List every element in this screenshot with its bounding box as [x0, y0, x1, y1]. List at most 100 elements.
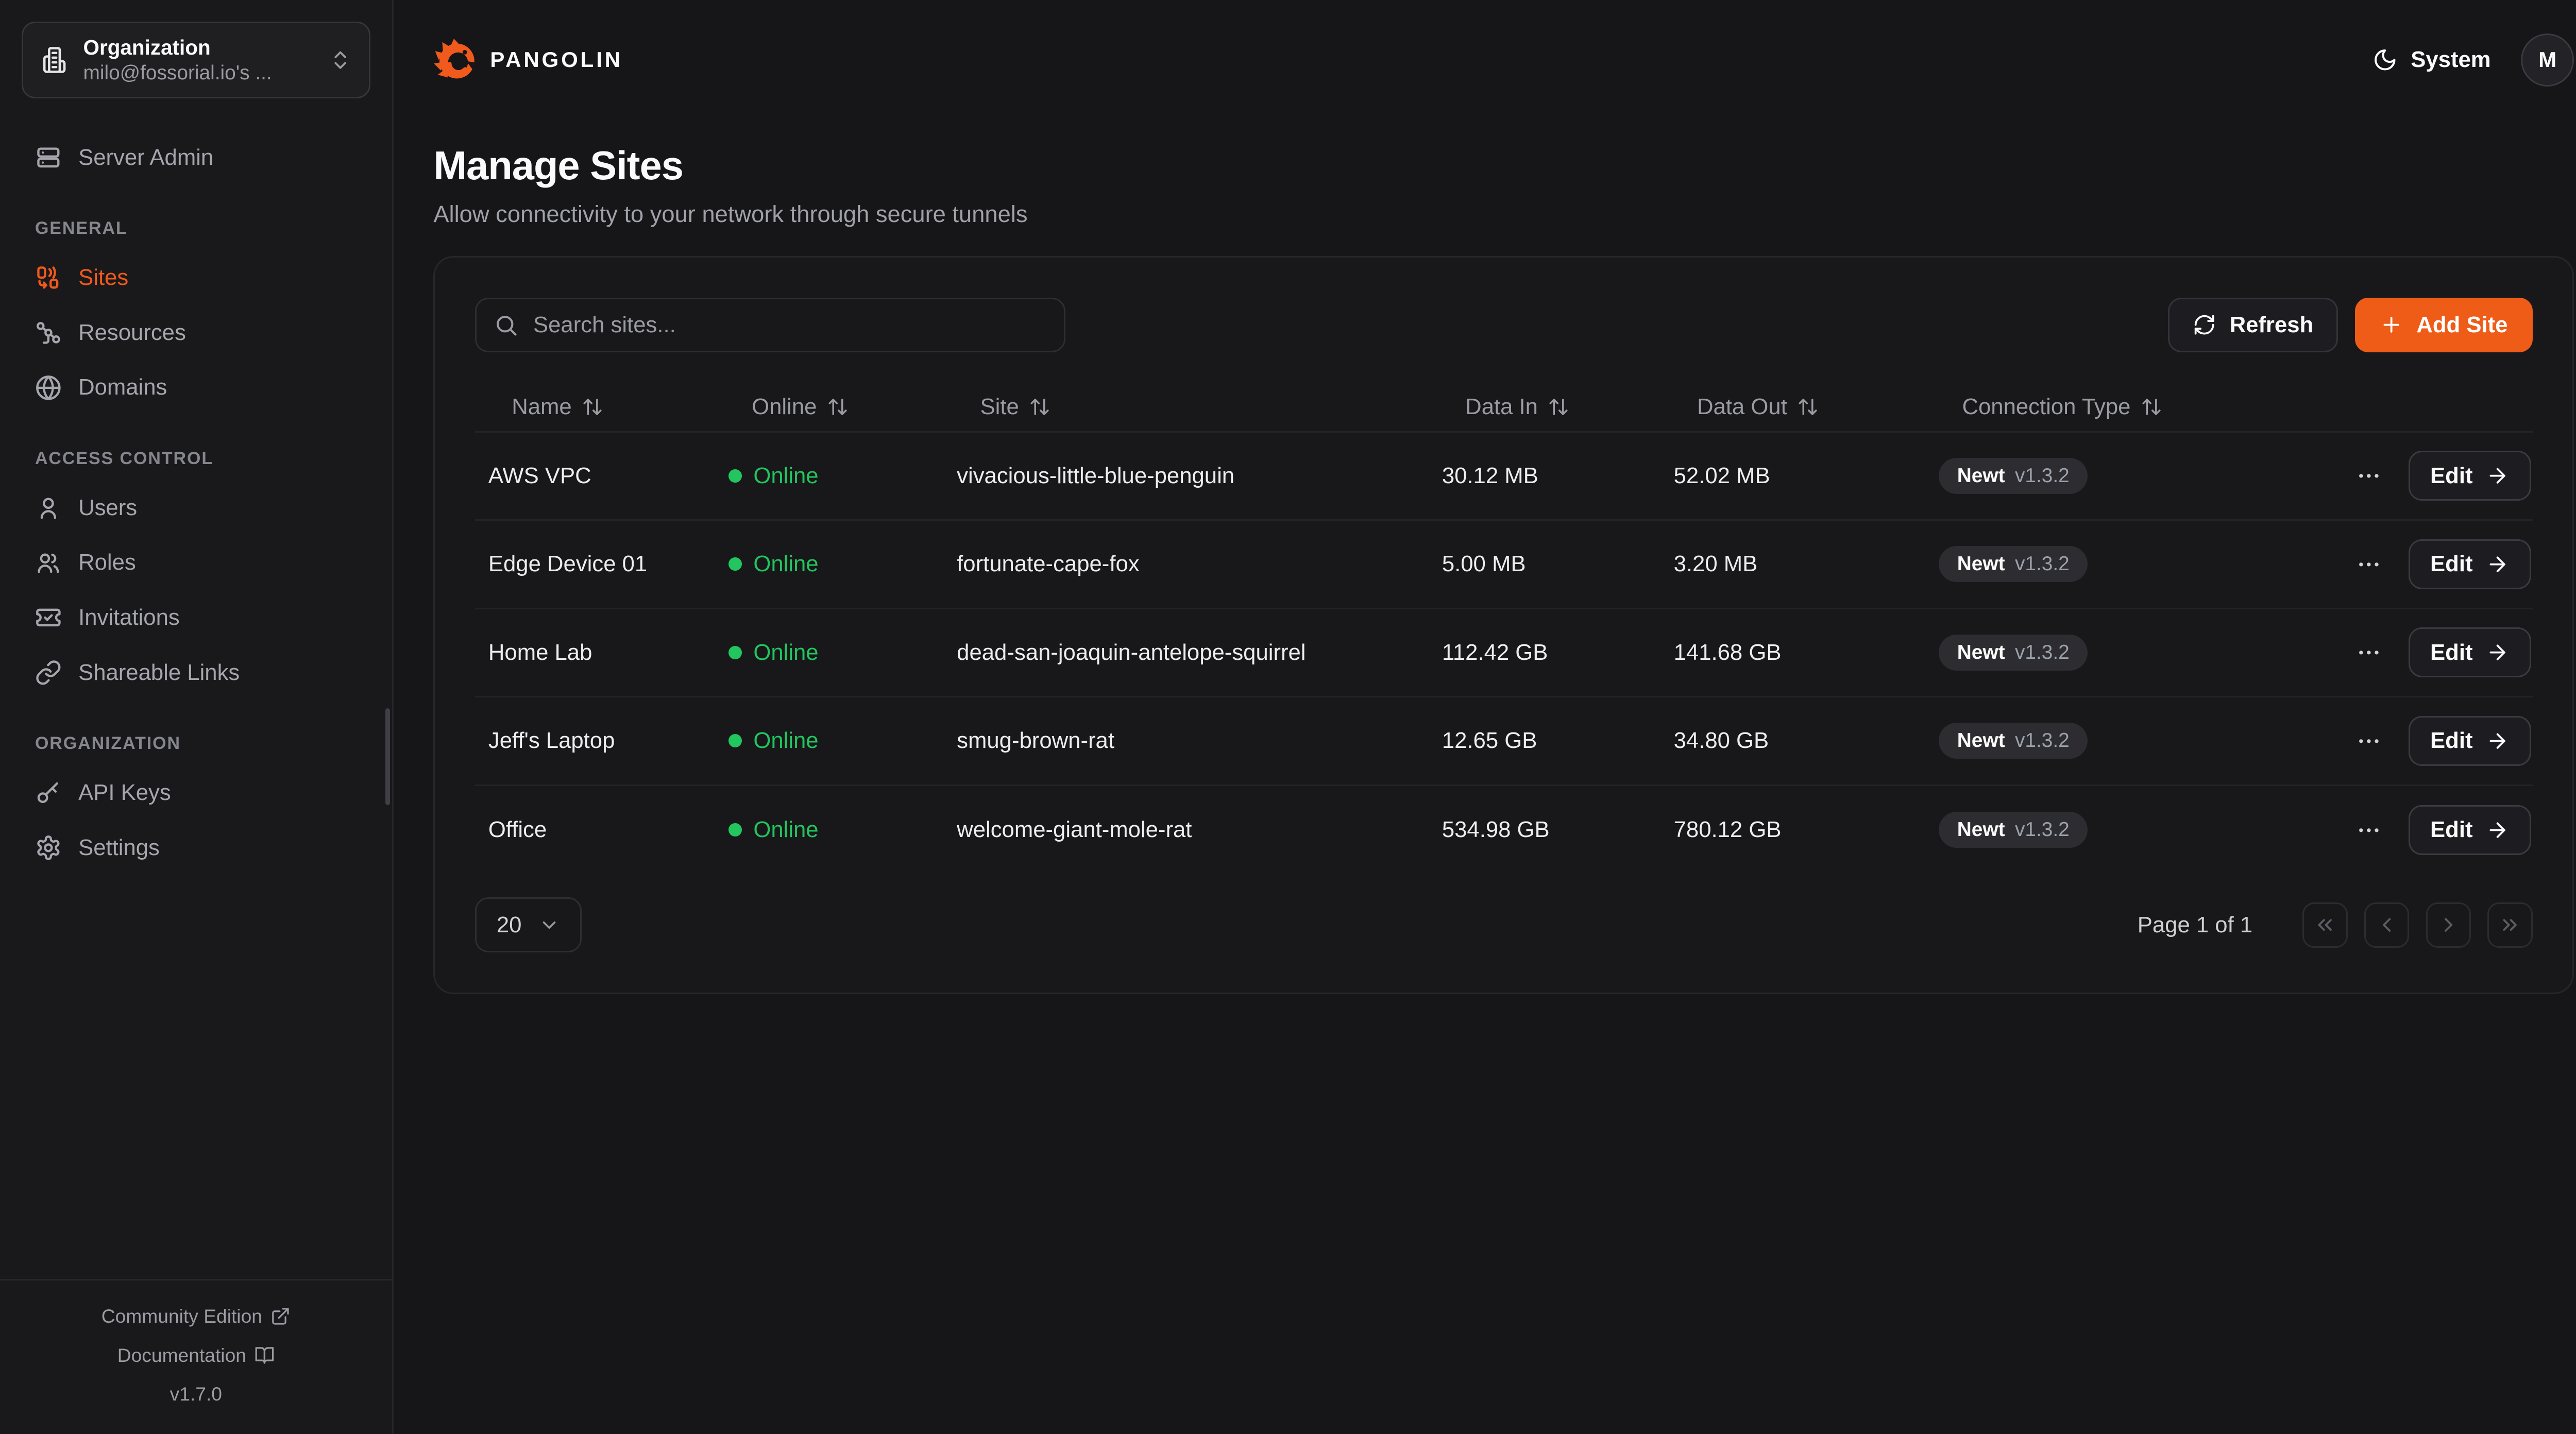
org-switcher-label: Organization — [83, 35, 211, 59]
brand: PANGOLIN — [433, 38, 623, 82]
edit-button[interactable]: Edit — [2409, 451, 2531, 501]
section-title-organization: ORGANIZATION — [35, 733, 181, 754]
edit-button[interactable]: Edit — [2409, 715, 2531, 766]
column-header-name[interactable]: Name — [475, 394, 715, 420]
theme-label: System — [2411, 47, 2491, 73]
sidebar-footer: Community Edition Documentation v1.7.0 — [0, 1278, 392, 1433]
edit-button[interactable]: Edit — [2409, 539, 2531, 589]
site-id-cell: vivacious-little-blue-penguin — [957, 463, 1235, 488]
online-status-cell: Online — [715, 728, 943, 754]
site-name-cell: Home Lab — [488, 639, 592, 665]
more-options-button[interactable] — [2355, 551, 2382, 578]
sidebar-item-sites[interactable]: Sites — [22, 250, 370, 305]
connection-type-badge: Newt v1.3.2 — [1939, 812, 2088, 848]
column-header-data-in[interactable]: Data In — [1429, 394, 1660, 420]
add-site-button[interactable]: Add Site — [2354, 297, 2533, 353]
connection-version: v1.3.2 — [2014, 553, 2070, 575]
search-input[interactable] — [475, 297, 1065, 353]
community-edition-link[interactable]: Community Edition — [0, 1297, 392, 1336]
online-label: Online — [753, 728, 819, 754]
sidebar-item-label: Domains — [78, 374, 167, 400]
sidebar-item-label: Shareable Links — [78, 659, 240, 685]
sidebar-item-settings[interactable]: Settings — [22, 820, 370, 875]
connection-client: Newt — [1957, 553, 2005, 575]
sidebar-scrollbar[interactable] — [385, 708, 391, 805]
table-row: Jeff's Laptop Online smug-brown-rat 12.6… — [475, 697, 2533, 786]
link-icon — [36, 660, 61, 685]
table-header-row: Name Online Site Data In Data Out Connec… — [475, 383, 2533, 433]
last-page-button[interactable] — [2487, 902, 2533, 948]
search-icon — [496, 315, 517, 336]
sidebar-item-resources[interactable]: Resources — [22, 305, 370, 360]
building-icon — [43, 47, 66, 73]
table-footer: 20 Page 1 of 1 — [475, 897, 2533, 953]
book-open-icon — [255, 1346, 274, 1364]
online-label: Online — [753, 639, 819, 665]
sidebar-item-api-keys[interactable]: API Keys — [22, 765, 370, 821]
arrow-right-icon — [2489, 733, 2506, 749]
site-id-cell: dead-san-joaquin-antelope-squirrel — [957, 639, 1306, 665]
connection-client: Newt — [1957, 818, 2005, 841]
sort-icon — [2142, 398, 2161, 415]
connection-version: v1.3.2 — [2014, 464, 2070, 487]
theme-toggle-button[interactable]: System — [2372, 47, 2491, 73]
column-header-site[interactable]: Site — [943, 394, 1429, 420]
next-page-button[interactable] — [2426, 902, 2471, 948]
connection-type-badge: Newt v1.3.2 — [1939, 634, 2088, 671]
site-id-cell: welcome-giant-mole-rat — [957, 817, 1192, 843]
data-out-cell: 3.20 MB — [1673, 551, 1758, 577]
page-size-select[interactable]: 20 — [475, 897, 582, 953]
page-header: Manage Sites Allow connectivity to your … — [394, 120, 2576, 228]
site-name-cell: Edge Device 01 — [488, 551, 648, 577]
sidebar-item-label: Users — [78, 494, 138, 520]
table-row: Office Online welcome-giant-mole-rat 534… — [475, 786, 2533, 875]
documentation-link[interactable]: Documentation — [0, 1336, 392, 1374]
connection-type-badge: Newt v1.3.2 — [1939, 723, 2088, 759]
waypoints-icon — [36, 321, 60, 344]
data-out-cell: 52.02 MB — [1673, 463, 1770, 488]
sidebar-item-shareable-links[interactable]: Shareable Links — [22, 645, 370, 701]
data-out-cell: 141.68 GB — [1673, 639, 1782, 665]
sort-icon — [1030, 398, 1049, 415]
more-options-button[interactable] — [2355, 728, 2382, 755]
online-label: Online — [753, 817, 819, 843]
prev-page-button[interactable] — [2364, 902, 2410, 948]
topbar: PANGOLIN System M — [394, 0, 2576, 120]
edit-button[interactable]: Edit — [2409, 627, 2531, 678]
column-header-connection-type[interactable]: Connection Type — [1925, 394, 2239, 420]
sidebar-item-users[interactable]: Users — [22, 480, 370, 535]
sidebar-item-server-admin[interactable]: Server Admin — [22, 130, 370, 185]
user-avatar[interactable]: M — [2520, 33, 2574, 87]
plus-icon — [2383, 317, 2399, 333]
users-icon — [38, 553, 59, 573]
refresh-icon — [2195, 315, 2214, 335]
ellipsis-icon — [2359, 651, 2379, 655]
org-switcher[interactable]: Organization milo@fossorial.io's ... — [22, 22, 370, 98]
online-status-cell: Online — [715, 551, 943, 577]
sites-table: Name Online Site Data In Data Out Connec… — [475, 383, 2533, 875]
sidebar-item-domains[interactable]: Domains — [22, 360, 370, 415]
more-options-button[interactable] — [2355, 639, 2382, 666]
refresh-button[interactable]: Refresh — [2168, 297, 2338, 353]
data-out-cell: 34.80 GB — [1673, 728, 1769, 754]
connection-version: v1.3.2 — [2014, 641, 2070, 663]
more-options-button[interactable] — [2355, 817, 2382, 844]
edit-button[interactable]: Edit — [2409, 805, 2531, 855]
online-status-cell: Online — [715, 463, 943, 489]
page-title: Manage Sites — [433, 144, 684, 189]
arrow-right-icon — [2489, 556, 2506, 572]
ellipsis-icon — [2359, 828, 2379, 832]
sidebar-item-label: Invitations — [78, 605, 180, 630]
chevrons-up-down-icon — [334, 51, 346, 69]
sidebar-item-roles[interactable]: Roles — [22, 535, 370, 590]
key-icon — [37, 782, 58, 804]
first-page-button[interactable] — [2302, 902, 2348, 948]
brand-name: PANGOLIN — [490, 47, 623, 72]
app-version: v1.7.0 — [170, 1382, 223, 1405]
column-header-online[interactable]: Online — [715, 394, 943, 420]
table-toolbar: Refresh Add Site — [475, 297, 2533, 353]
more-options-button[interactable] — [2355, 463, 2382, 489]
site-id-cell: smug-brown-rat — [957, 728, 1114, 754]
column-header-data-out[interactable]: Data Out — [1660, 394, 1926, 420]
sidebar-item-invitations[interactable]: Invitations — [22, 590, 370, 645]
